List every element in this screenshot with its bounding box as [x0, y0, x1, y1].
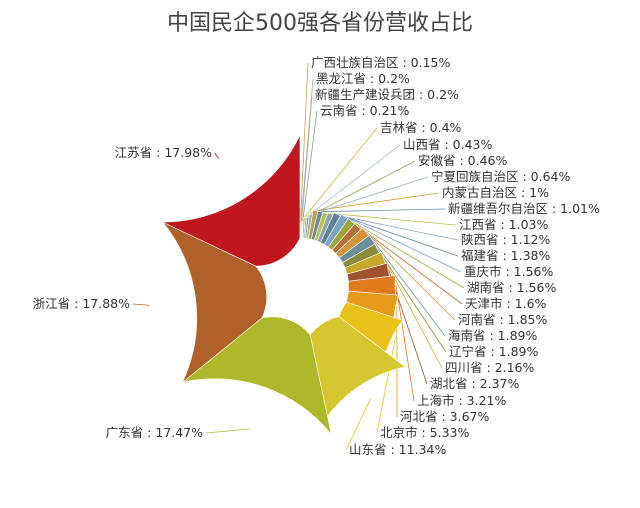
label-leader-line	[330, 213, 459, 241]
label-leader-line	[320, 208, 446, 213]
slice-label: 辽宁省 : 1.89%	[449, 344, 538, 359]
label-leader-line	[303, 127, 378, 218]
slice-label: 海南省 : 1.89%	[448, 328, 537, 343]
label-leader-line	[365, 231, 456, 321]
label-leader-line	[132, 303, 150, 306]
label-leader-line	[307, 160, 416, 218]
slice-label: 福建省 : 1.38%	[461, 248, 550, 263]
pie-slice[interactable]	[162, 134, 301, 267]
slice-label: 北京市 : 5.33%	[380, 425, 469, 440]
slice-label: 重庆市 : 1.56%	[464, 264, 553, 279]
label-leader-line	[357, 226, 463, 305]
label-leader-line	[301, 94, 313, 222]
slice-label: 内蒙古自治区 : 1%	[442, 185, 549, 200]
slice-label: 河南省 : 1.85%	[458, 312, 547, 327]
label-leader-line	[299, 62, 309, 224]
pie-slice[interactable]	[331, 223, 362, 254]
slice-label: 新疆生产建设兵团 : 0.2%	[315, 87, 459, 102]
pie-slice[interactable]	[346, 290, 399, 318]
label-leader-line	[315, 192, 440, 212]
pie-slice[interactable]	[335, 227, 370, 259]
chart-title: 中国民企500强各省份营收占比	[167, 11, 473, 36]
slice-label: 四川省 : 2.16%	[445, 360, 534, 375]
slice-label: 新疆维吾尔自治区 : 1.01%	[448, 201, 600, 216]
slice-label: 宁夏回族自治区 : 0.64%	[431, 169, 570, 184]
pie-slices	[162, 134, 406, 435]
slice-label: 江西省 : 1.03%	[459, 217, 548, 232]
pie-slice[interactable]	[338, 301, 404, 353]
pie-slice[interactable]	[162, 221, 267, 383]
slice-label: 广西壮族自治区 : 0.15%	[311, 55, 450, 70]
label-leader-line	[305, 144, 401, 218]
pie-slice[interactable]	[182, 316, 332, 435]
slice-label: 黑龙江省 : 0.2%	[316, 71, 410, 86]
label-leader-line	[345, 398, 372, 451]
slice-label: 吉林省 : 0.4%	[380, 120, 462, 135]
slice-label: 浙江省 : 17.88%	[33, 296, 130, 311]
label-leader-line	[214, 152, 219, 159]
label-leader-line	[205, 428, 250, 434]
pie-slice[interactable]	[327, 218, 356, 251]
slice-label: 湖南省 : 1.56%	[467, 280, 556, 295]
label-leader-line	[376, 336, 396, 434]
pie-slice[interactable]	[348, 275, 396, 296]
slice-label: 江苏省 : 17.98%	[115, 145, 212, 160]
label-leader-line	[325, 212, 457, 226]
label-leader-line	[337, 213, 459, 257]
slice-labels: 江苏省 : 17.98% 浙江省 : 17.88% 广东省 : 17.47% 山东省 …	[33, 55, 600, 457]
slice-label: 安徽省 : 0.46%	[418, 153, 507, 168]
pie-slice[interactable]	[323, 213, 349, 248]
pie-slice[interactable]	[320, 212, 341, 245]
label-leader-line	[300, 78, 314, 222]
pie-slice[interactable]	[309, 316, 406, 417]
slice-label: 广东省 : 17.47%	[106, 425, 203, 440]
label-leader-line	[395, 285, 415, 402]
slice-label: 陕西省 : 1.12%	[461, 232, 550, 247]
slice-label: 河北省 : 3.67%	[400, 409, 489, 424]
slice-label: 湖北省 : 2.37%	[430, 376, 519, 391]
pie-slice[interactable]	[338, 234, 376, 263]
label-leader-line	[371, 239, 446, 337]
slice-label: 山西省 : 0.43%	[403, 137, 492, 152]
slice-label: 天津市 : 1.6%	[465, 296, 547, 311]
pie-slice[interactable]	[342, 243, 380, 269]
pie-slice[interactable]	[346, 262, 390, 282]
slice-label: 山东省 : 11.34%	[349, 442, 446, 457]
slice-label: 云南省 : 0.21%	[320, 103, 409, 118]
pie-slice[interactable]	[299, 222, 301, 239]
label-leader-line	[344, 216, 462, 273]
pie-slice[interactable]	[344, 251, 386, 275]
label-leader-line	[310, 176, 429, 215]
slice-label: 上海市 : 3.21%	[417, 393, 506, 408]
label-leader-line	[377, 248, 447, 353]
label-leader-line	[302, 110, 318, 222]
label-leader-line	[351, 220, 465, 289]
